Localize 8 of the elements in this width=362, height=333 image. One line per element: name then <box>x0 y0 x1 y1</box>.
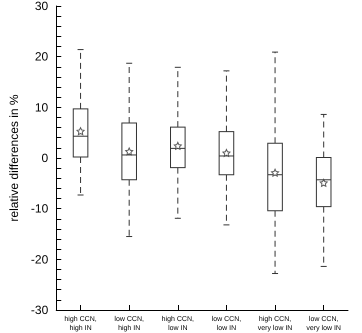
y-tick-label: 30 <box>34 0 49 13</box>
y-tick-label: 0 <box>42 151 49 165</box>
y-tick-label: -30 <box>30 303 49 317</box>
y-tick-label: 10 <box>34 100 49 114</box>
y-tick-label: -20 <box>30 252 49 266</box>
y-tick-label: -10 <box>30 202 49 216</box>
y-axis-title: relative differences in % <box>7 94 21 222</box>
y-tick-label: 20 <box>34 50 49 64</box>
